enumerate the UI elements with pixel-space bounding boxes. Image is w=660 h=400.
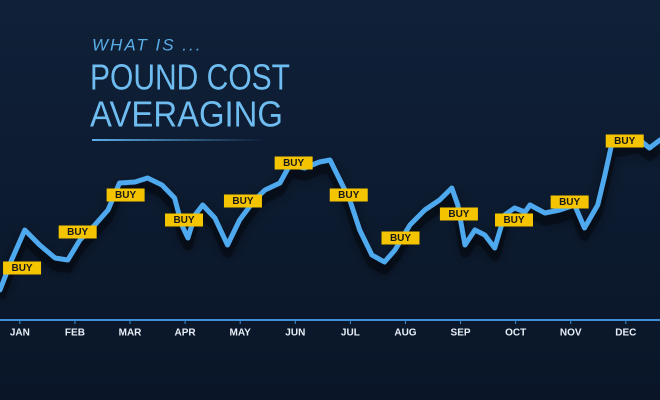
x-tick-label: MAR: [119, 328, 143, 339]
buy-label-box: [3, 261, 42, 275]
buy-label-box: [165, 213, 204, 227]
buy-label-box: [439, 207, 478, 221]
buy-label: BUY: [283, 158, 304, 169]
buy-label-box: [381, 231, 420, 245]
buy-label: BUY: [11, 263, 32, 274]
buy-label: BUY: [115, 190, 136, 201]
x-tick-label: DEC: [615, 328, 636, 339]
buy-marker: BUY: [223, 194, 262, 208]
title-line: AVERAGING: [90, 94, 283, 135]
x-tick-label: JUN: [285, 328, 305, 339]
x-tick-label: AUG: [394, 328, 416, 339]
x-tick-label: SEP: [451, 328, 471, 339]
buy-label: BUY: [338, 190, 359, 201]
buy-marker: BUY: [550, 195, 589, 209]
buy-marker: BUY: [439, 207, 478, 221]
buy-marker: BUY: [165, 213, 204, 227]
x-tick-label: FEB: [65, 328, 85, 339]
buy-marker: BUY: [605, 134, 644, 148]
buy-label-box: [223, 194, 262, 208]
buy-label-box: [274, 156, 313, 170]
buy-marker: BUY: [495, 213, 534, 227]
buy-label: BUY: [559, 197, 580, 208]
x-tick-label: JUL: [341, 328, 360, 339]
buy-marker: BUY: [274, 156, 313, 170]
buy-label: BUY: [448, 209, 469, 220]
buy-marker: BUY: [3, 261, 42, 275]
buy-label-box: [329, 188, 368, 202]
buy-label: BUY: [614, 136, 635, 147]
x-tick-label: OCT: [505, 328, 526, 339]
title-line: POUND COST: [90, 57, 290, 98]
buy-marker: BUY: [58, 225, 97, 239]
title-underline: [92, 139, 267, 141]
buy-label: BUY: [67, 227, 88, 238]
x-tick-label: MAY: [230, 328, 252, 339]
buy-label-box: [106, 188, 145, 202]
buy-marker: BUY: [381, 231, 420, 245]
plot: JAN FEB MAR APR MAY JUN JUL AUG SEP OCT NOV DEC BUY B…: [0, 134, 660, 339]
x-tick-label: NOV: [560, 328, 582, 339]
buy-label: BUY: [503, 215, 524, 226]
kicker: WHAT IS ...: [92, 35, 202, 54]
buy-marker: BUY: [329, 188, 368, 202]
buy-label-box: [495, 213, 534, 227]
buy-label-box: [58, 225, 97, 239]
buy-label: BUY: [232, 196, 253, 207]
buy-label: BUY: [173, 215, 194, 226]
buy-label: BUY: [390, 233, 411, 244]
x-tick-label: JAN: [10, 328, 30, 339]
buy-label-box: [605, 134, 644, 148]
buy-marker: BUY: [106, 188, 145, 202]
x-tick-label: APR: [175, 328, 197, 339]
buy-label-box: [550, 195, 589, 209]
